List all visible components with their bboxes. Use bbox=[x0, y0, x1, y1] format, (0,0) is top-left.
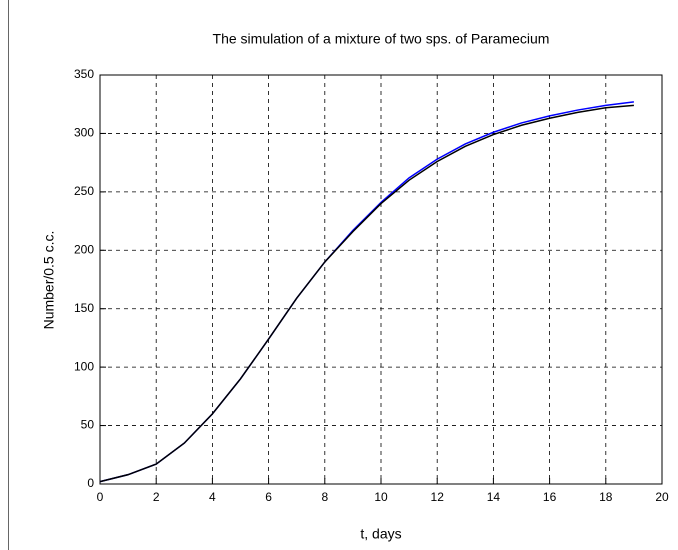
x-tick-label: 16 bbox=[543, 490, 557, 504]
series-line bbox=[99, 101, 634, 483]
chart-title: The simulation of a mixture of two sps. … bbox=[213, 31, 550, 47]
y-tick-label: 0 bbox=[87, 476, 94, 490]
x-axis-label: t, days bbox=[360, 526, 401, 542]
y-axis-label: Number/0.5 c.c. bbox=[41, 231, 57, 330]
x-tick-label: 18 bbox=[599, 490, 613, 504]
x-tick-label: 0 bbox=[97, 490, 104, 504]
y-tick-label: 350 bbox=[74, 67, 94, 81]
x-tick-label: 4 bbox=[209, 490, 216, 504]
y-tick-label: 200 bbox=[74, 242, 94, 256]
y-tick-label: 100 bbox=[74, 359, 94, 373]
y-tick-label: 250 bbox=[74, 184, 94, 198]
x-tick-label: 10 bbox=[374, 490, 388, 504]
y-tick-label: 50 bbox=[81, 418, 95, 432]
y-tick-label: 150 bbox=[74, 301, 94, 315]
x-tick-label: 8 bbox=[321, 490, 328, 504]
plot-frame bbox=[99, 74, 663, 485]
series-line bbox=[99, 104, 634, 483]
x-tick-label: 6 bbox=[265, 490, 272, 504]
x-tick-label: 12 bbox=[431, 490, 445, 504]
x-tick-label: 2 bbox=[153, 490, 160, 504]
y-tick-label: 300 bbox=[74, 126, 94, 140]
x-tick-label: 20 bbox=[655, 490, 669, 504]
x-tick-label: 14 bbox=[487, 490, 501, 504]
